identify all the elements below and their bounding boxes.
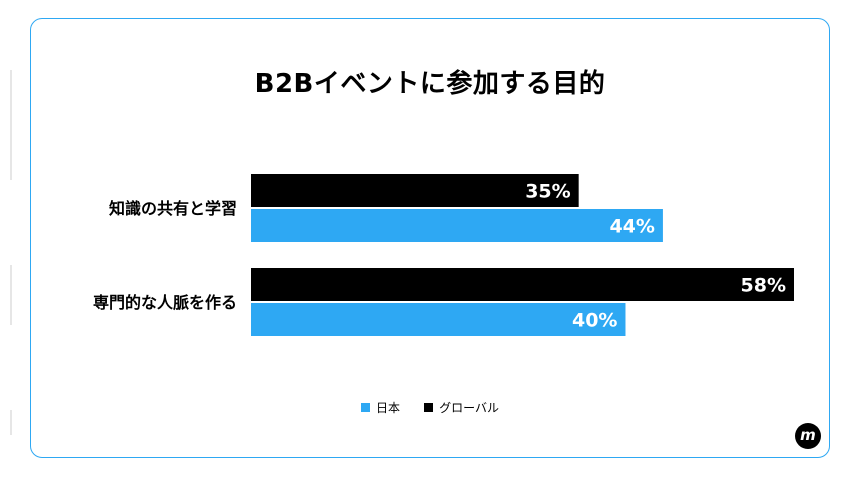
bar-chart: 知識の共有と学習 35% 44% 専門的な人脈を作る 58% 40% bbox=[93, 174, 794, 336]
legend-swatch bbox=[424, 403, 434, 412]
category-label: 専門的な人脈を作る bbox=[93, 293, 237, 312]
category-label: 知識の共有と学習 bbox=[109, 199, 237, 218]
bar bbox=[251, 209, 663, 242]
chart-card: B2Bイベントに参加する目的 知識の共有と学習 35% 44% 専門的な人脈を作る 58… bbox=[30, 18, 830, 458]
side-decoration-mark bbox=[10, 410, 12, 435]
legend-item: グローバル bbox=[424, 399, 499, 416]
chart-title: B2Bイベントに参加する目的 bbox=[254, 69, 606, 99]
legend-swatch bbox=[361, 403, 371, 412]
bar bbox=[251, 268, 794, 301]
side-decoration bbox=[4, 0, 20, 477]
bar-value-label: 58% bbox=[741, 275, 786, 297]
legend-item: 日本 bbox=[361, 399, 400, 416]
legend-label: 日本 bbox=[376, 401, 401, 415]
legend-label: グローバル bbox=[439, 401, 499, 415]
chart-legend: 日本 グローバル bbox=[31, 399, 829, 416]
bar-value-label: 44% bbox=[609, 216, 654, 238]
side-decoration-mark bbox=[10, 265, 12, 325]
bar-value-label: 40% bbox=[572, 310, 617, 332]
side-decoration-mark bbox=[10, 70, 12, 180]
m-logo-icon: m bbox=[795, 423, 821, 449]
bar-value-label: 35% bbox=[525, 181, 570, 203]
bar bbox=[251, 303, 626, 336]
bar bbox=[251, 174, 579, 207]
